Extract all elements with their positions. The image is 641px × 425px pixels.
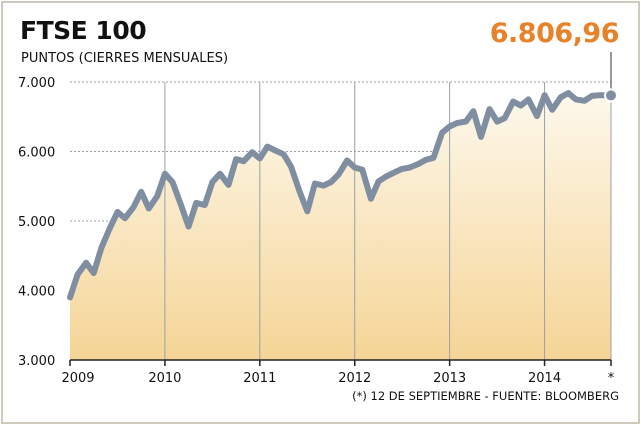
y-tick-label: 3.000 (18, 354, 55, 369)
vertical-grid-lines (164, 82, 612, 360)
x-tick-label: 2011 (243, 371, 276, 386)
y-tick-label: 7.000 (18, 76, 55, 91)
latest-value-label: 6.806,96 (489, 18, 620, 49)
y-tick-label: 6.000 (18, 146, 55, 161)
x-tick-label: 2009 (61, 371, 94, 386)
latest-value-marker (604, 88, 618, 103)
x-tick-label: 2014 (528, 371, 561, 386)
series-line (67, 90, 614, 301)
x-tick-label: 2013 (433, 371, 466, 386)
y-tick-labels: 3.000 4.000 5.000 6.000 7.000 (18, 76, 55, 369)
source-note: (*) 12 DE SEPTIEMBRE - FUENTE: BLOOMBERG (352, 389, 619, 403)
chart-title: FTSE 100 (20, 16, 147, 45)
y-tick-label: 4.000 (18, 285, 55, 300)
chart-subtitle: PUNTOS (CIERRES MENSUALES) (21, 51, 229, 66)
x-tick-marks (69, 360, 612, 366)
x-tick-labels: 2009 2010 2011 2012 2013 2014 * (61, 371, 614, 386)
y-tick-label: 5.000 (18, 215, 55, 230)
x-tick-label: 2012 (338, 371, 371, 386)
x-tick-label: 2010 (148, 371, 181, 386)
x-tick-label: * (608, 371, 615, 386)
area-fill (70, 93, 611, 360)
